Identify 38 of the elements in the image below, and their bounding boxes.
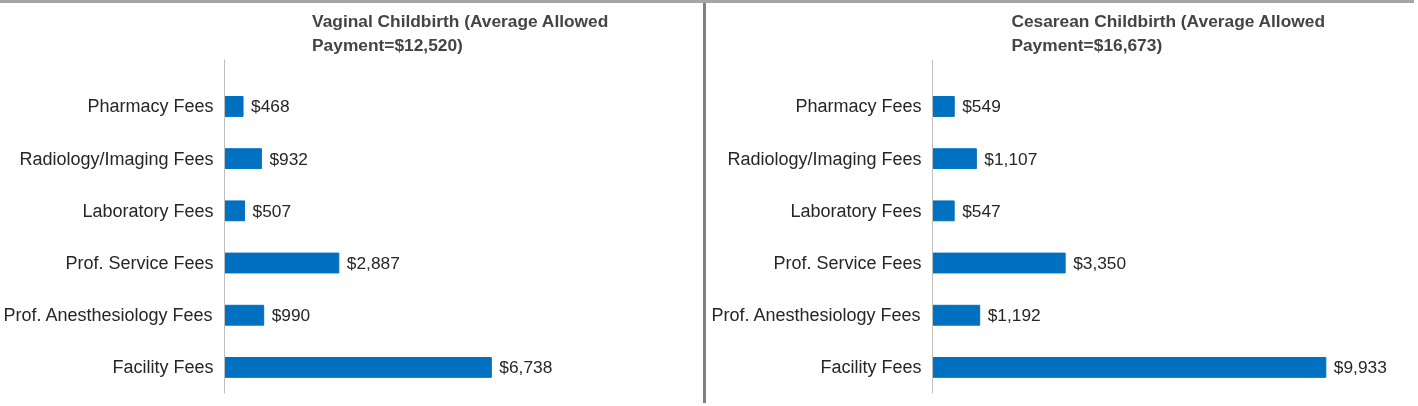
y-tick-label: Prof. Service Fees <box>65 253 214 274</box>
bar <box>932 304 981 326</box>
y-tick-label: Laboratory Fees <box>790 200 922 221</box>
bar <box>224 96 244 117</box>
data-label: $547 <box>962 200 1001 221</box>
bar <box>932 200 955 222</box>
y-tick-label: Facility Fees <box>820 357 922 378</box>
y-tick-label: Pharmacy Fees <box>87 96 214 117</box>
data-label: $6,738 <box>499 357 553 378</box>
data-label: $1,107 <box>984 148 1038 169</box>
y-tick-label: Pharmacy Fees <box>795 96 922 117</box>
y-tick-label: Prof. Anesthesiology Fees <box>711 305 921 326</box>
bar <box>932 252 1066 274</box>
data-label: $3,350 <box>1073 253 1127 274</box>
bar <box>224 252 340 274</box>
data-label: $9,933 <box>1333 357 1387 378</box>
bar <box>932 148 977 170</box>
y-tick-label: Prof. Service Fees <box>773 253 922 274</box>
bar <box>224 356 492 378</box>
chart-title: Cesarean Childbirth (Average Allowed Payment=$16,673) <box>1011 10 1325 55</box>
bar <box>932 96 955 117</box>
bar <box>224 304 265 326</box>
y-tick-label: Radiology/Imaging Fees <box>19 148 214 169</box>
data-label: $468 <box>251 96 290 117</box>
chart-title: Vaginal Childbirth (Average Allowed Payment=$12,520) <box>312 10 609 55</box>
data-label: $549 <box>962 96 1001 117</box>
data-label: $2,887 <box>346 253 400 274</box>
bar <box>932 356 1327 378</box>
data-label: $1,192 <box>987 305 1041 326</box>
data-label: $507 <box>252 200 292 221</box>
y-tick-label: Laboratory Fees <box>82 200 214 221</box>
y-tick-label: Facility Fees <box>112 357 214 378</box>
bar <box>224 148 262 170</box>
bar <box>224 200 246 222</box>
y-tick-label: Prof. Anesthesiology Fees <box>3 305 213 326</box>
y-tick-label: Radiology/Imaging Fees <box>727 148 922 169</box>
data-label: $932 <box>269 148 308 169</box>
data-label: $990 <box>271 305 311 326</box>
